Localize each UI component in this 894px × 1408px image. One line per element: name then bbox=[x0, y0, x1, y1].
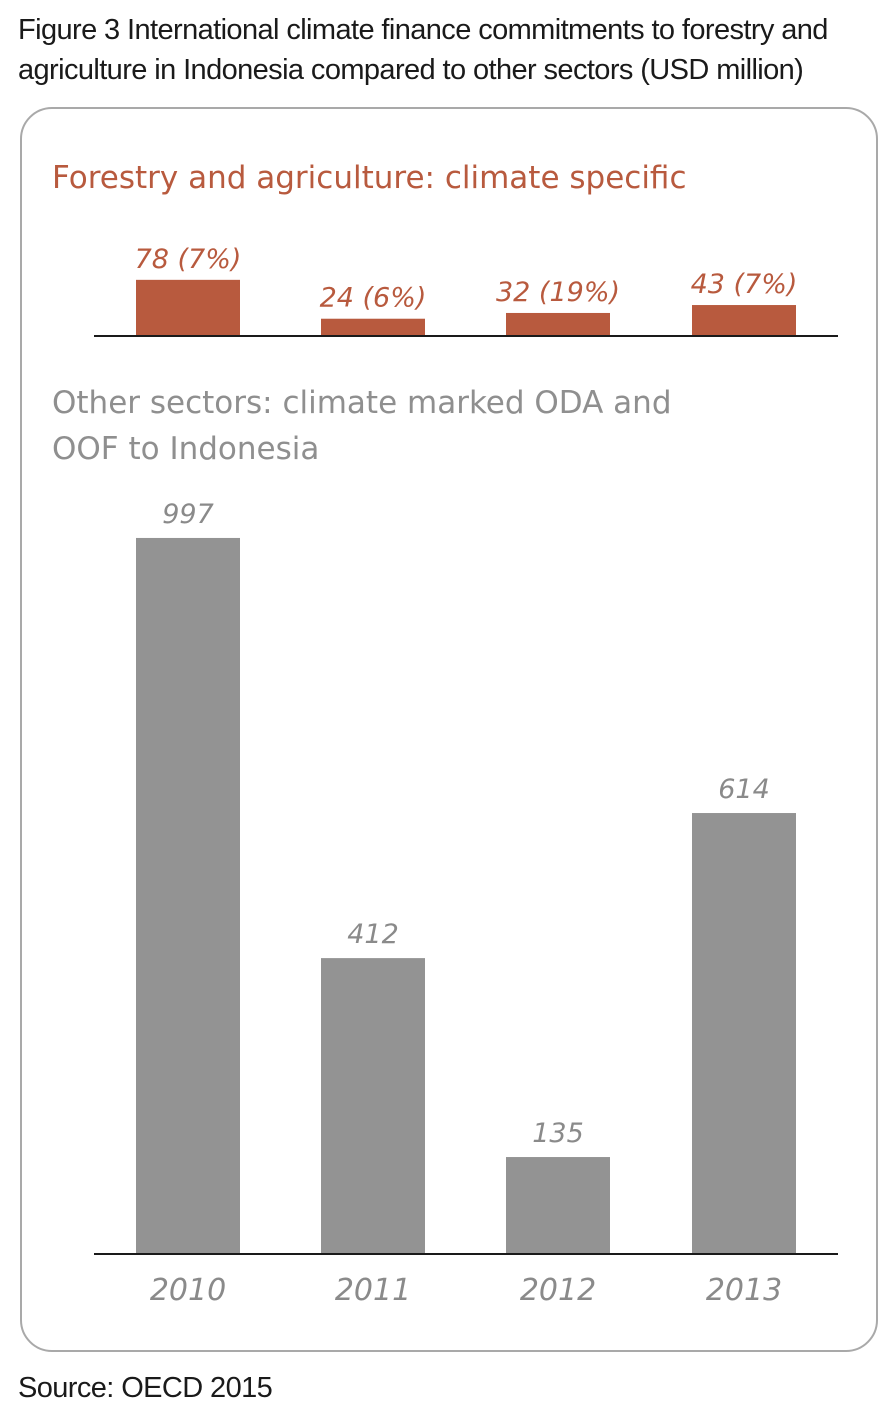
forestry-value-label-2011: 24 (6%) bbox=[320, 283, 427, 314]
forestry-value-label-2010: 78 (7%) bbox=[135, 244, 242, 275]
x-tick-label-2010: 2010 bbox=[150, 1273, 226, 1308]
forestry-bar-2011 bbox=[321, 318, 425, 336]
chart-frame bbox=[20, 107, 878, 1352]
other-sectors-value-label-2013: 614 bbox=[718, 774, 770, 805]
other-sectors-bar-2013 bbox=[692, 813, 796, 1254]
other-sectors-value-label-2010: 997 bbox=[162, 499, 214, 530]
forestry-bar-2012 bbox=[506, 312, 610, 336]
other-sectors-bar-2011 bbox=[321, 958, 425, 1254]
other-sectors-value-label-2012: 135 bbox=[532, 1118, 584, 1149]
forestry-value-label-2012: 32 (19%) bbox=[496, 277, 620, 308]
forestry-panel-title: Forestry and agriculture: climate specif… bbox=[52, 160, 687, 196]
x-tick-label-2011: 2011 bbox=[335, 1273, 411, 1308]
forestry-bar-2010 bbox=[136, 279, 240, 336]
other-sectors-value-label-2011: 412 bbox=[347, 919, 399, 950]
x-tick-label-2012: 2012 bbox=[520, 1273, 596, 1308]
other-sectors-panel-title: Other sectors: climate marked ODA and OO… bbox=[52, 385, 672, 467]
figure-title: Figure 3 International climate finance c… bbox=[18, 14, 828, 86]
forestry-value-label-2013: 43 (7%) bbox=[691, 269, 798, 300]
source-note: Source: OECD 2015 bbox=[18, 1372, 273, 1404]
other-sectors-bar-2012 bbox=[506, 1157, 610, 1254]
x-tick-label-2013: 2013 bbox=[706, 1273, 782, 1308]
other-sectors-bar-2010 bbox=[136, 537, 240, 1254]
forestry-bar-2013 bbox=[692, 305, 796, 336]
